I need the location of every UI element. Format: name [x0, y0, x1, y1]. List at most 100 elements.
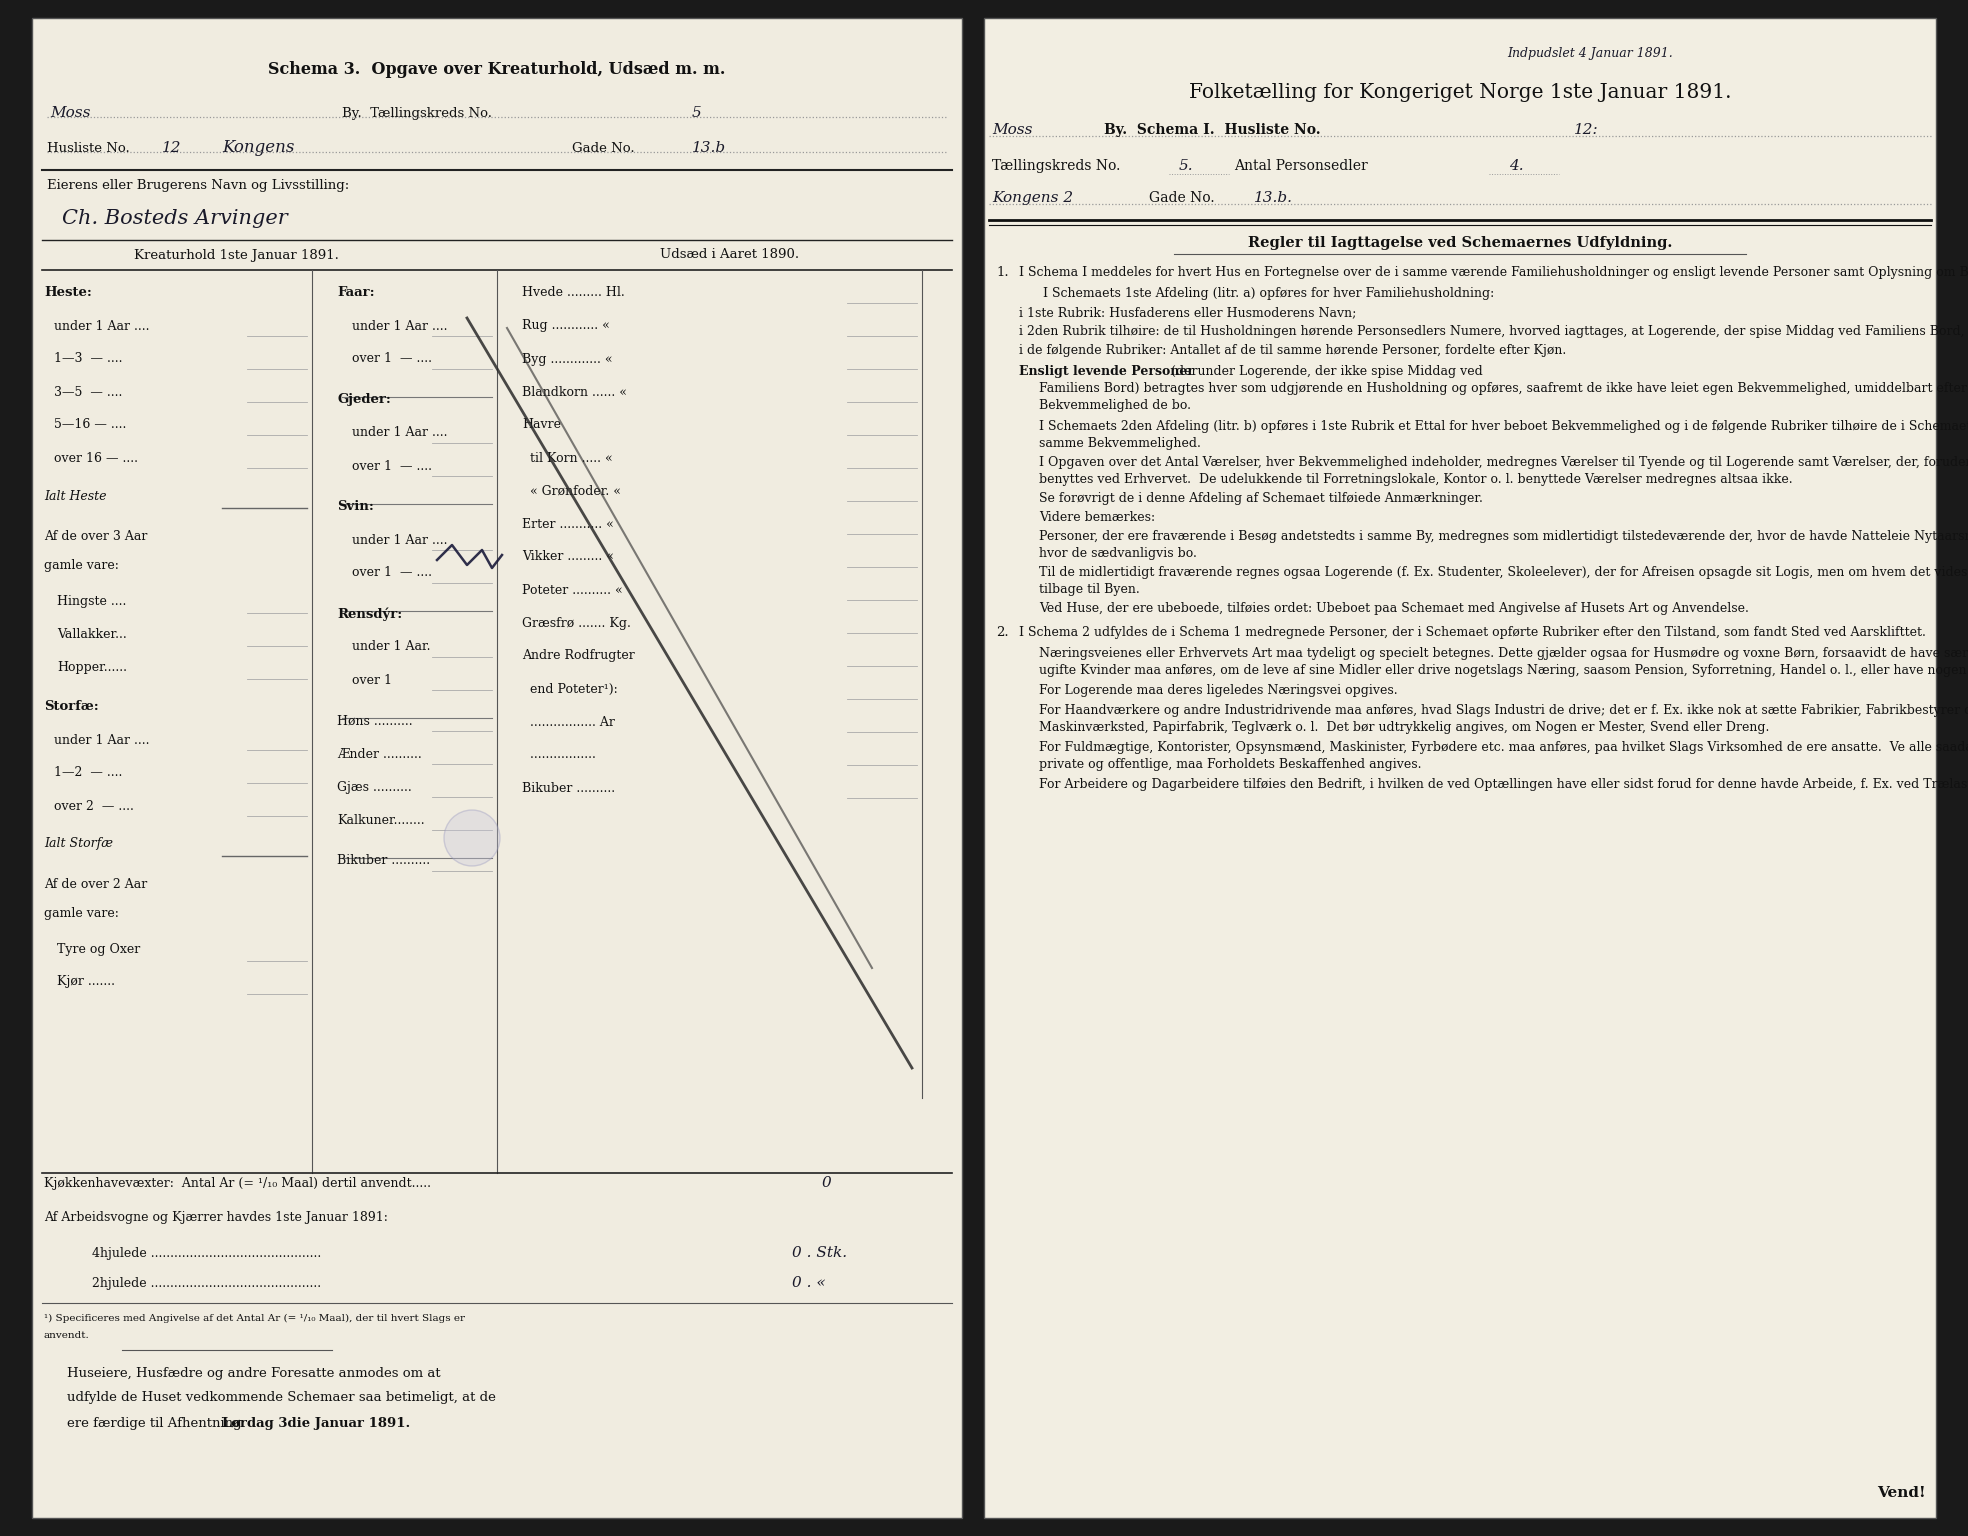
Text: end Poteter¹):: end Poteter¹):: [522, 682, 618, 696]
Text: Kjør .......: Kjør .......: [57, 975, 114, 989]
Text: over 1  — ....: over 1 — ....: [352, 459, 433, 473]
Text: Kjøkkenhavevæxter:  Antal Ar (= ¹/₁₀ Maal) dertil anvendt.....: Kjøkkenhavevæxter: Antal Ar (= ¹/₁₀ Maal…: [43, 1177, 431, 1189]
Text: tilbage til Byen.: tilbage til Byen.: [1039, 584, 1139, 596]
Text: samme Bekvemmelighed.: samme Bekvemmelighed.: [1039, 438, 1200, 450]
Text: Moss: Moss: [49, 106, 91, 120]
Text: Personer, der ere fraværende i Besøg andetstedts i samme By, medregnes som midle: Personer, der ere fraværende i Besøg and…: [1039, 530, 1968, 544]
Text: Poteter .......... «: Poteter .......... «: [522, 584, 622, 596]
Text: Maskinværksted, Papirfabrik, Teglværk o. l.  Det bør udtrykkelig angives, om Nog: Maskinværksted, Papirfabrik, Teglværk o.…: [1039, 720, 1769, 734]
Text: Gade No.: Gade No.: [573, 141, 634, 155]
Text: gamle vare:: gamle vare:: [43, 559, 118, 571]
Text: 12:: 12:: [1574, 123, 1598, 137]
Text: over 16 — ....: over 16 — ....: [53, 452, 138, 464]
Text: By.  Tællingskreds No.: By. Tællingskreds No.: [342, 106, 492, 120]
Text: i de følgende Rubriker: Antallet af de til samme hørende Personer, fordelte efte: i de følgende Rubriker: Antallet af de t…: [1019, 344, 1567, 356]
Text: By.  Schema I.  Husliste No.: By. Schema I. Husliste No.: [1104, 123, 1321, 137]
Text: Kreaturhold 1ste Januar 1891.: Kreaturhold 1ste Januar 1891.: [134, 249, 338, 261]
Text: For Arbeidere og Dagarbeidere tilføies den Bedrift, i hvilken de ved Optællingen: For Arbeidere og Dagarbeidere tilføies d…: [1039, 779, 1968, 791]
Text: 12: 12: [161, 141, 181, 155]
Text: Næringsveienes eller Erhvervets Art maa tydeligt og specielt betegnes. Dette gjæ: Næringsveienes eller Erhvervets Art maa …: [1039, 647, 1968, 660]
Text: 5.: 5.: [1179, 160, 1195, 174]
Bar: [31, 18, 962, 1518]
Text: Kongens: Kongens: [222, 140, 295, 157]
Text: 4.: 4.: [1509, 160, 1523, 174]
Text: I Schemaets 2den Afdeling (litr. b) opføres i 1ste Rubrik et Ettal for hver bebo: I Schemaets 2den Afdeling (litr. b) opfø…: [1039, 419, 1968, 433]
Text: 5: 5: [693, 106, 703, 120]
Text: Moss: Moss: [992, 123, 1033, 137]
Text: Kongens 2: Kongens 2: [992, 190, 1073, 204]
Text: Vend!: Vend!: [1877, 1485, 1927, 1501]
Text: Husliste No.: Husliste No.: [47, 141, 130, 155]
Text: Ialt Heste: Ialt Heste: [43, 490, 106, 502]
Text: I Schema I meddeles for hvert Hus en Fortegnelse over de i samme værende Familie: I Schema I meddeles for hvert Hus en For…: [1019, 266, 1968, 280]
Text: Af de over 3 Aar: Af de over 3 Aar: [43, 530, 148, 544]
Text: Folketælling for Kongeriget Norge 1ste Januar 1891.: Folketælling for Kongeriget Norge 1ste J…: [1189, 83, 1732, 103]
Text: private og offentlige, maa Forholdets Beskaffenhed angives.: private og offentlige, maa Forholdets Be…: [1039, 757, 1421, 771]
Text: Ch. Bosteds Arvinger: Ch. Bosteds Arvinger: [63, 209, 287, 227]
Text: Høns ..........: Høns ..........: [337, 714, 413, 728]
Text: Gjeder:: Gjeder:: [337, 393, 392, 407]
Text: Se forøvrigt de i denne Afdeling af Schemaet tilføiede Anmærkninger.: Se forøvrigt de i denne Afdeling af Sche…: [1039, 492, 1482, 505]
Text: Havre: Havre: [522, 418, 561, 432]
Text: 13.b: 13.b: [693, 141, 726, 155]
Text: Eierens eller Brugerens Navn og Livsstilling:: Eierens eller Brugerens Navn og Livsstil…: [47, 178, 348, 192]
Text: Af de over 2 Aar: Af de over 2 Aar: [43, 879, 148, 891]
Text: under 1 Aar.: under 1 Aar.: [352, 641, 431, 653]
Text: over 1: over 1: [352, 673, 392, 687]
Text: Bikuber ..........: Bikuber ..........: [337, 854, 431, 868]
Text: Udsæd i Aaret 1890.: Udsæd i Aaret 1890.: [659, 249, 799, 261]
Text: 4hjulede ............................................: 4hjulede ...............................…: [92, 1247, 321, 1260]
Text: Ænder ..........: Ænder ..........: [337, 748, 421, 760]
Text: Kalkuner........: Kalkuner........: [337, 814, 425, 826]
Text: (derunder Logerende, der ikke spise Middag ved: (derunder Logerende, der ikke spise Midd…: [1167, 366, 1482, 378]
Text: Bekvemmelighed de bo.: Bekvemmelighed de bo.: [1039, 399, 1191, 412]
Text: under 1 Aar ....: under 1 Aar ....: [53, 319, 150, 332]
Text: Heste:: Heste:: [43, 287, 92, 300]
Text: 1—3  — ....: 1—3 — ....: [53, 352, 122, 366]
Text: Videre bemærkes:: Videre bemærkes:: [1039, 511, 1155, 524]
Text: Ensligt levende Personer: Ensligt levende Personer: [1019, 366, 1195, 378]
Text: ere færdige til Afhentning: ere færdige til Afhentning: [67, 1416, 246, 1430]
Text: Schema 3.  Opgave over Kreaturhold, Udsæd m. m.: Schema 3. Opgave over Kreaturhold, Udsæd…: [268, 61, 726, 78]
Text: Svin:: Svin:: [337, 501, 374, 513]
Text: Bikuber ..........: Bikuber ..........: [522, 782, 616, 794]
Text: Rug ............ «: Rug ............ «: [522, 319, 610, 332]
Text: Huseiere, Husfædre og andre Foresatte anmodes om at: Huseiere, Husfædre og andre Foresatte an…: [67, 1367, 441, 1379]
Text: I Schema 2 udfyldes de i Schema 1 medregnede Personer, der i Schemaet opførte Ru: I Schema 2 udfyldes de i Schema 1 medreg…: [1019, 627, 1927, 639]
Text: Til de midlertidigt fraværende regnes ogsaa Logerende (f. Ex. Studenter, Skoleel: Til de midlertidigt fraværende regnes og…: [1039, 565, 1968, 579]
Text: under 1 Aar ....: under 1 Aar ....: [352, 319, 447, 332]
Text: over 1  — ....: over 1 — ....: [352, 567, 433, 579]
Text: Vallakker...: Vallakker...: [57, 628, 126, 641]
Text: Rensdýr:: Rensdýr:: [337, 607, 401, 621]
Text: hvor de sædvanligvis bo.: hvor de sædvanligvis bo.: [1039, 547, 1197, 561]
Text: Erter ........... «: Erter ........... «: [522, 518, 614, 530]
Text: « Grønfoder. «: « Grønfoder. «: [522, 484, 620, 498]
Text: 2.: 2.: [996, 627, 1010, 639]
Text: For Fuldmægtige, Kontorister, Opsynsmænd, Maskinister, Fyrbødere etc. maa anføre: For Fuldmægtige, Kontorister, Opsynsmænd…: [1039, 740, 1968, 754]
Text: Antal Personsedler: Antal Personsedler: [1234, 160, 1368, 174]
Text: Regler til Iagttagelse ved Schemaernes Udfyldning.: Regler til Iagttagelse ved Schemaernes U…: [1248, 237, 1673, 250]
Text: i 1ste Rubrik: Husfaderens eller Husmoderens Navn;: i 1ste Rubrik: Husfaderens eller Husmode…: [1019, 306, 1356, 319]
Text: Gjæs ..........: Gjæs ..........: [337, 780, 411, 794]
Text: Blandkorn ...... «: Blandkorn ...... «: [522, 386, 628, 398]
Circle shape: [445, 809, 500, 866]
Text: Gade No.: Gade No.: [1149, 190, 1214, 204]
Text: Vikker ......... «: Vikker ......... «: [522, 550, 614, 564]
Text: Andre Rodfrugter: Andre Rodfrugter: [522, 650, 636, 662]
Text: Indpudslet 4 Januar 1891.: Indpudslet 4 Januar 1891.: [1507, 46, 1673, 60]
Text: anvendt.: anvendt.: [43, 1330, 91, 1339]
Bar: [984, 18, 1937, 1518]
Text: Hvede ......... Hl.: Hvede ......... Hl.: [522, 287, 624, 300]
Text: 1—2  — ....: 1—2 — ....: [53, 766, 122, 779]
Text: Græsfrø ....... Kg.: Græsfrø ....... Kg.: [522, 616, 632, 630]
Text: Byg ............. «: Byg ............. «: [522, 352, 612, 366]
Text: 0 . Stk.: 0 . Stk.: [791, 1246, 846, 1260]
Text: 0: 0: [823, 1177, 832, 1190]
Text: Hingste ....: Hingste ....: [57, 594, 126, 608]
Text: .................: .................: [522, 748, 596, 762]
Text: i 2den Rubrik tilhøire: de til Husholdningen hørende Personsedlers Numere, hvorv: i 2den Rubrik tilhøire: de til Husholdni…: [1019, 326, 1968, 338]
Text: 0 . «: 0 . «: [791, 1276, 827, 1290]
Text: Ialt Storfæ: Ialt Storfæ: [43, 837, 112, 851]
Text: benyttes ved Erhvervet.  De udelukkende til Forretningslokale, Kontor o. l. beny: benyttes ved Erhvervet. De udelukkende t…: [1039, 473, 1793, 485]
Text: ugifte Kvinder maa anføres, om de leve af sine Midler eller drive nogetslags Nær: ugifte Kvinder maa anføres, om de leve a…: [1039, 664, 1968, 677]
